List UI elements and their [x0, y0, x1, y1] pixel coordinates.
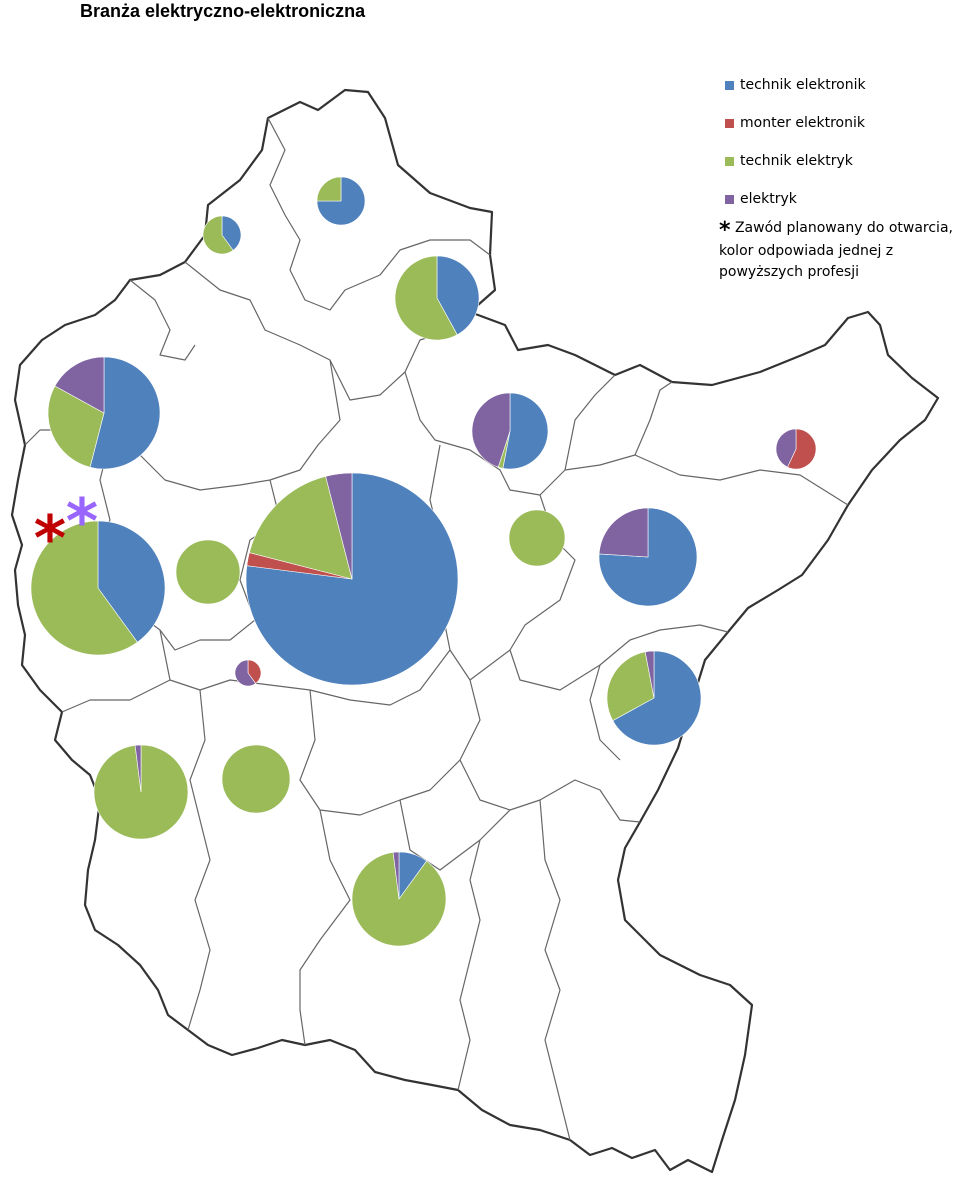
page-title: Branża elektryczno-elektroniczna: [80, 1, 366, 21]
legend-label: elektryk: [740, 191, 797, 207]
legend-note-text: Zawód planowany do otwarcia, kolor odpow…: [719, 220, 953, 280]
pie-slice-technik-elektryk: [394, 255, 458, 341]
pie-slice-technik-elektryk: [202, 215, 234, 255]
legend-swatch-technik-elektronik: [725, 80, 734, 90]
region-outline: [10, 88, 940, 1174]
asterisk-marker: *: [66, 485, 98, 558]
legend-label: monter elektronik: [740, 115, 865, 131]
pie-slice-technik-elektronik: [502, 392, 549, 470]
pie-slice-elektryk: [134, 744, 142, 793]
pie-slice-technik-elektryk: [248, 475, 353, 580]
pie-slice-monter-elektronik: [247, 659, 262, 684]
pie-slice-elektryk: [392, 851, 400, 900]
legend-note: * Zawód planowany do otwarcia, kolor odp…: [719, 218, 960, 283]
pie-slice-technik-elektryk: [47, 385, 105, 468]
pie-slice-technik-elektryk: [30, 520, 138, 656]
pie-slice-technik-elektronik: [89, 356, 161, 470]
legend-item-elektryk: elektryk: [725, 180, 960, 218]
pie-charts: [30, 176, 817, 947]
county-borders: [24, 117, 849, 1141]
pie-slice-technik-elektronik: [612, 650, 702, 746]
legend-swatch-elektryk: [725, 194, 734, 204]
pie-slice-elektryk: [775, 428, 797, 468]
pie-slice-elektryk: [471, 392, 511, 468]
pie-slice-technik-elektryk: [316, 176, 342, 202]
pie-slice-technik-elektronik: [436, 255, 480, 336]
legend-swatch-monter-elektronik: [725, 118, 734, 128]
pie-slice-technik-elektryk: [508, 509, 566, 567]
asterisk-icon: *: [719, 218, 731, 243]
pie-slice-elektryk: [644, 650, 655, 699]
pie-slice-elektryk: [234, 659, 257, 687]
pie-slice-elektryk: [598, 507, 649, 558]
pie-slice-elektryk: [325, 472, 353, 580]
legend-label: technik elektronik: [740, 77, 866, 93]
pie-slice-technik-elektryk: [606, 651, 655, 722]
pie-slice-elektryk: [54, 356, 105, 414]
pie-slice-monter-elektronik: [787, 428, 817, 470]
legend-swatch-technik-elektryk: [725, 156, 734, 166]
asterisk-marker: *: [34, 502, 66, 575]
pie-slice-technik-elektryk: [221, 744, 291, 814]
pie-slice-technik-elektronik: [316, 176, 366, 226]
legend-item-technik-elektronik: technik elektronik: [725, 66, 960, 104]
legend-label: technik elektryk: [740, 153, 853, 169]
pie-slice-technik-elektronik: [97, 520, 166, 643]
pie-slice-technik-elektryk: [175, 539, 241, 605]
legend-item-monter-elektronik: monter elektronik: [725, 104, 960, 142]
legend: technik elektronik monter elektronik tec…: [719, 66, 960, 283]
legend-item-technik-elektryk: technik elektryk: [725, 142, 960, 180]
pie-slice-technik-elektronik: [221, 215, 242, 251]
pie-slice-technik-elektryk: [351, 852, 447, 947]
